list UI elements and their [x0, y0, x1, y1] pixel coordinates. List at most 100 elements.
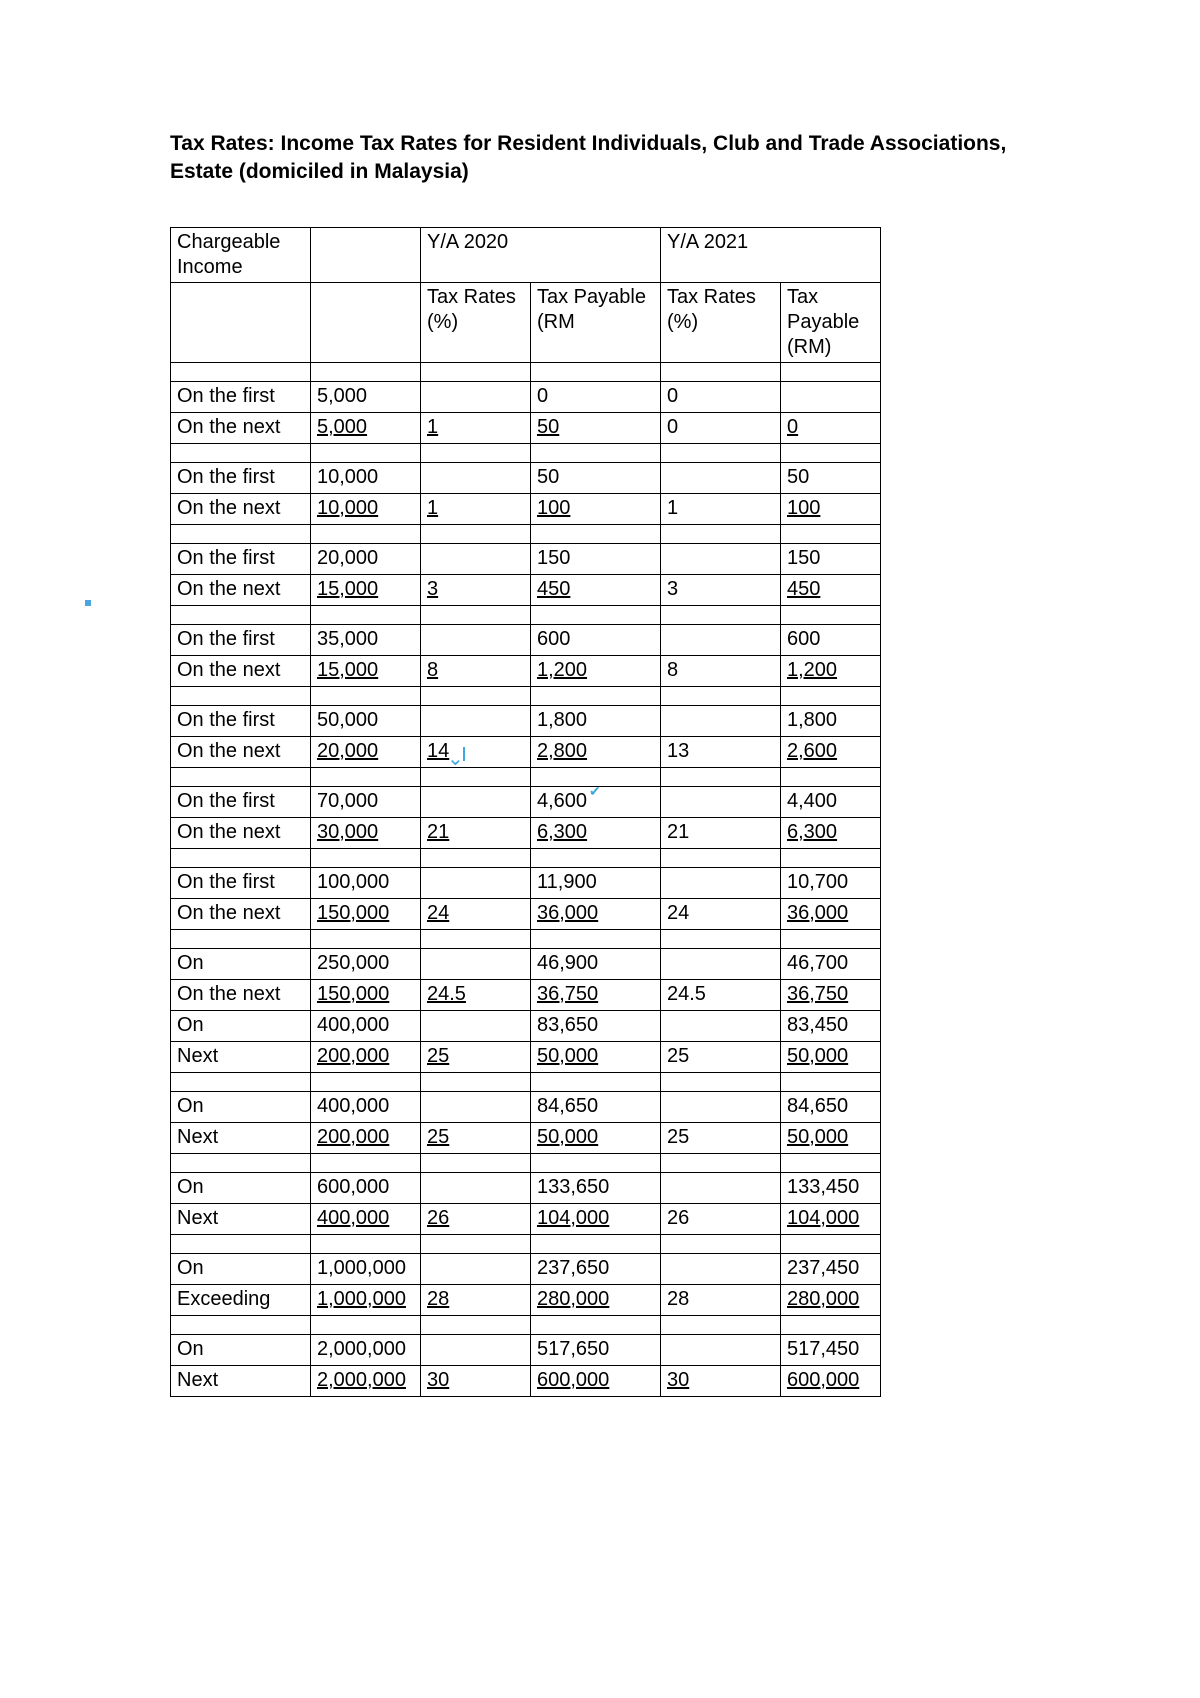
- table-cell: [781, 524, 881, 543]
- table-cell: [661, 867, 781, 898]
- table-row: On the first20,000150150: [171, 543, 881, 574]
- table-row: On the first5,00000: [171, 381, 881, 412]
- table-cell: On: [171, 1172, 311, 1203]
- table-cell: [661, 1091, 781, 1122]
- table-cell: 50: [531, 412, 661, 443]
- table-row: On1,000,000237,650237,450: [171, 1253, 881, 1284]
- table-cell: 100: [531, 493, 661, 524]
- table-header-row: Chargeable Income Y/A 2020 Y/A 2021: [171, 227, 881, 282]
- table-cell: [421, 786, 531, 817]
- table-cell: On: [171, 1253, 311, 1284]
- table-cell: [421, 1234, 531, 1253]
- table-row: On the next5,00015000: [171, 412, 881, 443]
- table-row: On the first50,0001,8001,800: [171, 705, 881, 736]
- table-cell: 150: [531, 543, 661, 574]
- table-cell: [661, 1315, 781, 1334]
- header-rates-2020: Tax Rates (%): [421, 282, 531, 362]
- table-row: On250,00046,90046,700: [171, 948, 881, 979]
- table-cell: On the first: [171, 786, 311, 817]
- table-cell: 100: [781, 493, 881, 524]
- table-cell: 517,450: [781, 1334, 881, 1365]
- table-cell: 30: [421, 1365, 531, 1396]
- table-cell: [661, 1072, 781, 1091]
- table-cell: [661, 462, 781, 493]
- table-row: On400,00084,65084,650: [171, 1091, 881, 1122]
- header-payable-2021: Tax Payable (RM): [781, 282, 881, 362]
- table-cell: 133,450: [781, 1172, 881, 1203]
- table-row: On600,000133,650133,450: [171, 1172, 881, 1203]
- table-spacer-row: [171, 362, 881, 381]
- table-cell: 4,400: [781, 786, 881, 817]
- table-cell: [171, 1072, 311, 1091]
- table-cell: 2,600: [781, 736, 881, 767]
- table-cell: 1,000,000: [311, 1253, 421, 1284]
- table-cell: 21: [661, 817, 781, 848]
- table-cell: [531, 1153, 661, 1172]
- table-cell: [421, 705, 531, 736]
- table-cell: [311, 929, 421, 948]
- table-cell: Next: [171, 1365, 311, 1396]
- table-cell: 50: [781, 462, 881, 493]
- table-cell: 15,000: [311, 655, 421, 686]
- table-cell: 1: [421, 493, 531, 524]
- table-row: On the next10,00011001100: [171, 493, 881, 524]
- table-cell: On: [171, 1010, 311, 1041]
- table-cell: [421, 848, 531, 867]
- table-cell: [781, 381, 881, 412]
- table-cell: [171, 524, 311, 543]
- table-cell: 25: [661, 1041, 781, 1072]
- table-cell: On the next: [171, 736, 311, 767]
- table-cell: 450: [531, 574, 661, 605]
- table-cell: 5,000: [311, 381, 421, 412]
- table-spacer-row: [171, 767, 881, 786]
- table-cell: [661, 605, 781, 624]
- table-cell: 0: [661, 381, 781, 412]
- table-cell: 600,000: [781, 1365, 881, 1396]
- table-cell: 50,000: [311, 705, 421, 736]
- table-cell: [661, 443, 781, 462]
- table-cell: 280,000: [531, 1284, 661, 1315]
- table-row: On the first70,0004,600✔4,400: [171, 786, 881, 817]
- table-cell: [171, 1315, 311, 1334]
- table-cell: [171, 767, 311, 786]
- table-row: On400,00083,65083,450: [171, 1010, 881, 1041]
- table-cell: 600: [781, 624, 881, 655]
- table-cell: 450: [781, 574, 881, 605]
- table-row: On2,000,000517,650517,450: [171, 1334, 881, 1365]
- table-cell: [421, 524, 531, 543]
- table-cell: 2,000,000: [311, 1334, 421, 1365]
- page-title: Tax Rates: Income Tax Rates for Resident…: [170, 130, 1030, 187]
- table-cell: [421, 624, 531, 655]
- table-cell: [661, 705, 781, 736]
- table-cell: 46,900: [531, 948, 661, 979]
- table-row: On the first10,0005050: [171, 462, 881, 493]
- table-cell: Next: [171, 1041, 311, 1072]
- table-row: Exceeding1,000,00028280,00028280,000: [171, 1284, 881, 1315]
- table-cell: [421, 767, 531, 786]
- table-cell: On the first: [171, 624, 311, 655]
- table-cell: 1,000,000: [311, 1284, 421, 1315]
- table-cell: 30: [661, 1365, 781, 1396]
- annotation-caret-icon: ⌄: [447, 747, 464, 772]
- table-cell: [171, 929, 311, 948]
- table-spacer-row: [171, 524, 881, 543]
- table-cell: 84,650: [531, 1091, 661, 1122]
- table-cell: 83,650: [531, 1010, 661, 1041]
- table-spacer-row: [171, 1153, 881, 1172]
- table-cell: [781, 443, 881, 462]
- table-cell: 26: [661, 1203, 781, 1234]
- table-cell: 400,000: [311, 1091, 421, 1122]
- table-cell: 4,600✔: [531, 786, 661, 817]
- table-cell: [531, 524, 661, 543]
- table-cell: [531, 605, 661, 624]
- table-cell: [421, 443, 531, 462]
- table-cell: [311, 1234, 421, 1253]
- table-cell: [531, 443, 661, 462]
- table-cell: On: [171, 948, 311, 979]
- table-row: Next200,0002550,0002550,000: [171, 1122, 881, 1153]
- table-cell: On the first: [171, 543, 311, 574]
- table-cell: 50,000: [781, 1041, 881, 1072]
- table-cell: 1,200: [531, 655, 661, 686]
- table-row: Next400,00026104,00026104,000: [171, 1203, 881, 1234]
- table-cell: On: [171, 1091, 311, 1122]
